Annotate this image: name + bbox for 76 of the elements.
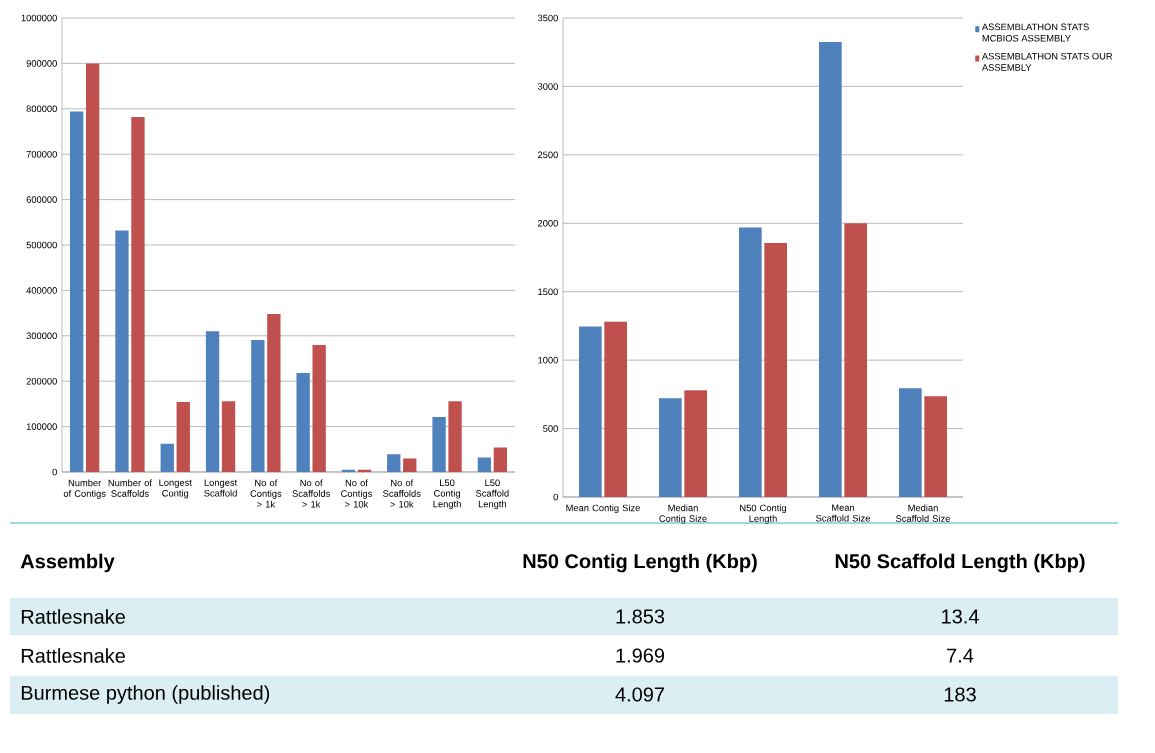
category-label: N50 Contig Length (Kbp) xyxy=(523,553,757,573)
text: Rattlesnake xyxy=(21,609,125,624)
x-tick-label: L50 Contig Length xyxy=(433,479,461,510)
bar xyxy=(251,339,265,472)
y-tick-label: 0 xyxy=(553,493,558,501)
x-tick-label: No of Scaffolds > 1k xyxy=(292,479,330,508)
text: Rattlesnake xyxy=(21,648,125,663)
y-tick-label: 1000000 xyxy=(21,14,57,22)
legend-label: ASSEMBLATHON STATS OUR ASSEMBLY xyxy=(981,52,1113,71)
bar xyxy=(739,227,762,497)
bar xyxy=(160,443,174,472)
text: 1.969 xyxy=(616,648,665,663)
y-tick-label: 3500 xyxy=(537,14,558,22)
bar xyxy=(176,402,190,472)
x-tick-label: No of Contigs > 10k xyxy=(341,479,372,508)
bar xyxy=(899,388,922,497)
text: 1.853 xyxy=(616,609,665,624)
y-tick-label: 1500 xyxy=(538,288,558,296)
x-tick-label: Mean Contig Size xyxy=(566,504,640,514)
x-tick-label: Longest Scaffold xyxy=(204,479,238,497)
text: 4.097 xyxy=(615,687,665,702)
y-tick-label: 2500 xyxy=(537,151,558,159)
bar xyxy=(221,401,236,472)
y-tick-label: 1000 xyxy=(538,356,558,364)
bar xyxy=(819,41,842,497)
y-tick-label: 800000 xyxy=(26,105,57,113)
legend-label: ASSEMBLATHON STATS MCBIOS ASSEMBLY xyxy=(981,23,1089,42)
text: 183 xyxy=(944,687,976,702)
y-tick-label: 300000 xyxy=(26,332,57,340)
category-label: Assembly xyxy=(20,553,115,573)
y-tick-label: 400000 xyxy=(26,287,57,294)
y-tick-label: 0 xyxy=(52,468,57,476)
bar xyxy=(448,401,462,472)
x-tick-label: No of Contigs > 1k xyxy=(250,479,282,508)
y-tick-label: 200000 xyxy=(26,377,57,385)
y-tick-label: 700000 xyxy=(26,150,57,158)
bar xyxy=(205,331,220,472)
x-tick-label: N50 Contig Length xyxy=(740,504,786,524)
y-tick-label: 500000 xyxy=(26,241,57,249)
x-tick-label: L50 Scaffold Length xyxy=(476,479,509,510)
bar xyxy=(579,326,602,497)
bar xyxy=(85,63,100,472)
bar xyxy=(684,390,708,497)
bar xyxy=(764,243,788,497)
bar xyxy=(403,458,417,472)
category-label: N50 Scaffold Length (Kbp) xyxy=(835,553,1085,573)
y-tick-label: 2000 xyxy=(537,219,558,227)
y-tick-label: 600000 xyxy=(26,196,57,203)
y-tick-label: 500 xyxy=(543,425,558,432)
x-tick-label: Number of Contigs xyxy=(63,479,106,499)
x-tick-label: No of Scaffolds > 10k xyxy=(383,479,421,508)
text: 13.4 xyxy=(942,609,979,624)
x-tick-label: Longest Contig xyxy=(159,479,192,499)
y-tick-label: 3000 xyxy=(537,83,558,90)
x-tick-label: Number of Scaffolds xyxy=(108,479,153,497)
bar xyxy=(387,454,401,472)
text: Burmese python (published) xyxy=(21,685,270,704)
x-tick-label: Mean Scaffold Size xyxy=(816,504,870,522)
x-tick-label: Median Scaffold Size xyxy=(896,504,950,522)
bar xyxy=(131,116,145,472)
bar xyxy=(296,373,310,472)
bar xyxy=(493,447,508,472)
text: 7.4 xyxy=(947,648,974,663)
bar xyxy=(312,344,326,472)
bar xyxy=(844,223,868,497)
y-tick-label: 100000 xyxy=(26,423,57,430)
x-tick-label: Median Contig Size xyxy=(659,504,707,524)
bar xyxy=(69,111,84,472)
bar xyxy=(477,457,492,472)
bar xyxy=(115,230,129,472)
bar xyxy=(659,398,682,497)
bar xyxy=(604,321,628,497)
y-tick-label: 900000 xyxy=(26,60,57,67)
bar xyxy=(432,417,446,472)
bar xyxy=(924,396,948,497)
bar xyxy=(267,314,281,472)
